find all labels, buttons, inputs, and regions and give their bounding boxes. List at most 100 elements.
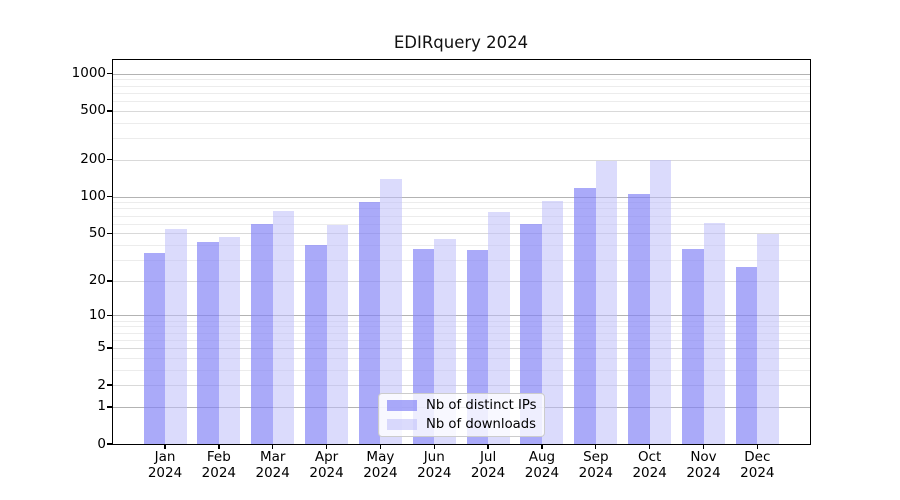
x-tick-label-feb: Feb 2024	[187, 449, 251, 482]
legend-item-distinct-ips: Nb of distinct IPs	[387, 398, 537, 414]
x-label-year: 2024	[255, 464, 290, 481]
bar-nov-distinct-ips	[682, 249, 704, 444]
x-tick-label-mar: Mar 2024	[241, 449, 305, 482]
legend-item-downloads: Nb of downloads	[387, 417, 536, 431]
bar-aug-downloads	[541, 200, 564, 444]
y-tick-mark	[107, 110, 112, 112]
gridline-mid	[113, 110, 810, 112]
bar-mar-distinct-ips	[251, 223, 273, 444]
x-label-year: 2024	[363, 464, 398, 481]
x-label-year: 2024	[201, 464, 237, 481]
gridline-minor	[113, 101, 810, 103]
bar-sep-distinct-ips	[574, 187, 596, 444]
gridline-minor	[113, 223, 810, 225]
gridline-minor	[113, 79, 810, 81]
gridline-minor	[113, 138, 810, 140]
x-label-month: Feb	[206, 449, 231, 465]
x-label-month: Jul	[479, 449, 497, 465]
y-tick-mark	[107, 195, 112, 198]
y-tick-label: 2	[97, 376, 106, 393]
x-tick-mark	[541, 444, 543, 449]
x-label-year: 2024	[417, 464, 452, 481]
y-tick-label: 0	[97, 435, 106, 452]
bar-feb-distinct-ips	[197, 242, 219, 444]
x-label-year: 2024	[147, 464, 183, 481]
y-tick-mark	[107, 443, 112, 445]
y-tick-label: 10	[88, 306, 106, 323]
x-tick-label-jan: Jan 2024	[133, 449, 197, 482]
bar-jan-downloads	[165, 229, 187, 444]
y-tick-mark	[107, 232, 112, 234]
x-tick-mark	[702, 444, 705, 449]
x-label-year: 2024	[578, 464, 613, 481]
gridline-minor	[113, 259, 810, 261]
gridline-mid	[113, 280, 810, 282]
x-label-year: 2024	[740, 464, 775, 481]
x-tick-label-apr: Apr 2024	[295, 449, 359, 482]
x-tick-label-sep: Sep 2024	[564, 449, 628, 482]
x-tick-label-aug: Aug 2024	[510, 449, 574, 482]
x-label-year: 2024	[686, 464, 721, 481]
y-tick-mark	[107, 384, 112, 386]
y-tick-mark	[107, 280, 112, 282]
chart-title: EDIRquery 2024	[393, 33, 529, 52]
y-tick-label: 200	[80, 151, 106, 168]
bar-jul-downloads	[488, 211, 510, 444]
x-label-month: Mar	[259, 449, 286, 465]
y-tick-label: 5	[97, 339, 106, 356]
gridline-minor	[113, 92, 810, 94]
gridline-minor	[113, 339, 810, 341]
bar-nov-downloads	[703, 222, 725, 444]
y-tick-label: 20	[88, 272, 106, 289]
gridline-minor	[113, 85, 810, 87]
bar-may-downloads	[380, 178, 402, 444]
x-tick-mark	[595, 444, 597, 449]
y-tick-mark	[107, 159, 112, 161]
x-tick-mark	[433, 444, 435, 449]
gridline-minor	[113, 208, 810, 210]
gridline-minor	[113, 244, 810, 246]
x-label-month: Apr	[314, 449, 339, 465]
gridline-mid	[113, 347, 810, 349]
x-label-year: 2024	[309, 464, 344, 481]
gridline-minor	[113, 332, 810, 334]
x-label-month: May	[366, 449, 395, 465]
bar-jun-downloads	[434, 238, 456, 444]
bar-feb-downloads	[218, 236, 241, 444]
gridline-minor	[113, 357, 810, 359]
x-tick-label-oct: Oct 2024	[618, 449, 682, 482]
x-label-year: 2024	[524, 464, 560, 481]
bar-oct-distinct-ips	[628, 194, 650, 444]
plot-area: Nb of distinct IPs Nb of downloads	[112, 59, 811, 445]
x-tick-mark	[487, 444, 489, 449]
bar-apr-distinct-ips	[305, 244, 327, 444]
y-tick-mark	[107, 314, 112, 317]
gridline-mid	[113, 233, 810, 235]
x-label-year: 2024	[470, 464, 506, 481]
x-label-month: Dec	[744, 449, 771, 465]
legend-label-distinct-ips: Nb of distinct IPs	[426, 398, 537, 414]
y-tick-label: 100	[80, 188, 106, 205]
bar-apr-downloads	[326, 225, 349, 444]
bar-sep-downloads	[595, 160, 618, 444]
gridline-mid	[113, 385, 810, 387]
x-tick-mark	[272, 444, 274, 449]
x-tick-mark	[756, 444, 759, 449]
gridline-mid	[113, 159, 810, 161]
gridline-major	[113, 315, 810, 317]
x-label-month: Aug	[528, 449, 556, 465]
y-tick-label: 50	[88, 224, 106, 241]
x-label-month: Jun	[423, 449, 445, 465]
bar-dec-downloads	[757, 234, 779, 444]
y-tick-mark	[107, 406, 112, 408]
bar-jan-distinct-ips	[143, 253, 165, 444]
gridline-minor	[113, 202, 810, 204]
y-tick-mark	[107, 73, 112, 75]
y-tick-label: 1	[97, 398, 106, 415]
y-tick-label: 500	[80, 102, 106, 119]
x-label-year: 2024	[632, 464, 667, 481]
legend: Nb of distinct IPs Nb of downloads	[378, 393, 545, 437]
y-tick-mark	[107, 347, 112, 349]
gridline-minor	[113, 320, 810, 322]
x-label-month: Nov	[690, 449, 717, 465]
